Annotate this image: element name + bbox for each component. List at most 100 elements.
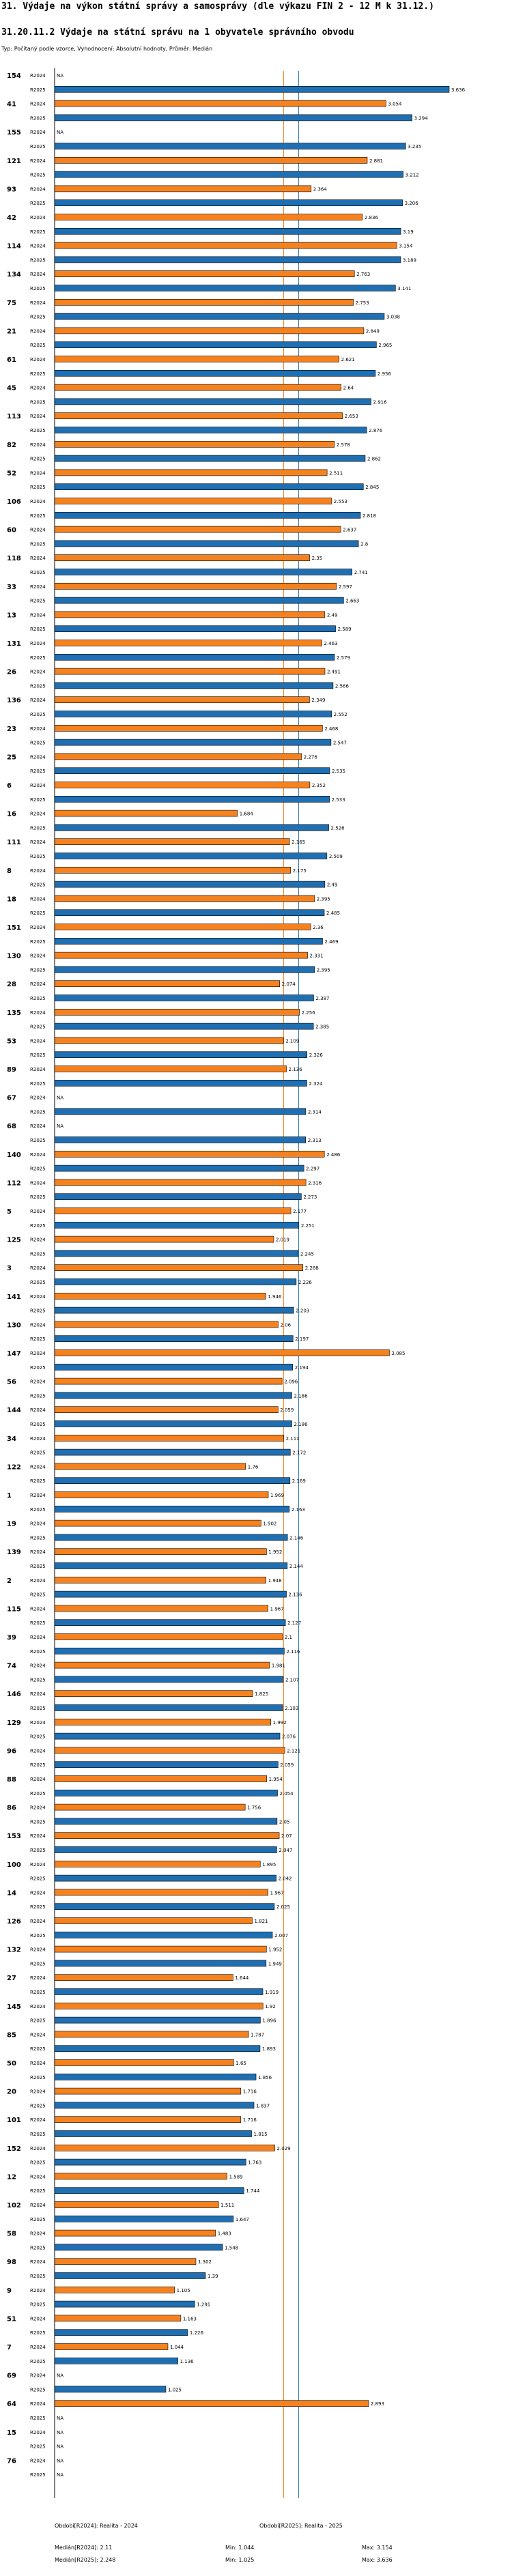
category-label: 67 <box>7 1095 16 1102</box>
series-label: R2024 <box>30 2146 46 2151</box>
category-label: 106 <box>7 498 21 506</box>
value-label: 1.163 <box>183 2316 197 2321</box>
value-label: 2.64 <box>343 386 354 391</box>
value-label: 2.916 <box>373 399 388 405</box>
series-label: R2024 <box>30 1833 46 1839</box>
category-label: 53 <box>7 1037 16 1045</box>
value-label: 1.511 <box>221 2203 234 2208</box>
bar-r2024 <box>54 1235 274 1243</box>
category-label: 122 <box>7 1463 21 1471</box>
value-label: 1.967 <box>270 1890 284 1895</box>
value-label: 2.597 <box>339 584 352 590</box>
bar-r2024 <box>54 1747 285 1754</box>
value-label: 1.716 <box>243 2089 257 2095</box>
bar-r2024 <box>54 1009 300 1016</box>
value-label: 2.297 <box>306 1167 319 1172</box>
value-label: 1.105 <box>177 2288 190 2293</box>
bar-r2025 <box>54 171 403 178</box>
value-label: 1.39 <box>208 2274 218 2279</box>
bar-r2025 <box>54 1506 290 1513</box>
series-label: R2025 <box>30 2359 46 2364</box>
series-label: R2025 <box>30 1109 46 1115</box>
series-label: R2025 <box>30 1138 46 1143</box>
category-label: 82 <box>7 442 16 449</box>
series-label: R2025 <box>30 2075 46 2080</box>
series-label: R2024 <box>30 470 46 476</box>
category-label: 6 <box>7 782 12 790</box>
series-label: R2024 <box>30 414 46 419</box>
value-label: 2.349 <box>311 698 325 703</box>
series-label: R2024 <box>30 868 46 874</box>
value-label: 2.186 <box>294 1422 308 1427</box>
value-label: 2.177 <box>293 1209 307 1214</box>
series-label: R2025 <box>30 343 46 348</box>
category-label: 56 <box>7 1379 16 1386</box>
value-label: 2.1 <box>285 1635 292 1640</box>
series-label: R2024 <box>30 1265 46 1271</box>
bar-r2025 <box>54 114 412 121</box>
series-label: R2025 <box>30 1904 46 1910</box>
value-label: 2.107 <box>285 1677 299 1683</box>
category-label: 19 <box>7 1521 16 1528</box>
bar-r2024 <box>54 838 290 845</box>
series-label: R2025 <box>30 144 46 149</box>
series-label: R2024 <box>30 1209 46 1214</box>
value-label: 3.189 <box>403 257 416 263</box>
category-label: 16 <box>7 811 16 818</box>
series-label: R2024 <box>30 954 46 959</box>
value-label: 2.019 <box>276 1237 289 1243</box>
series-label: R2025 <box>30 2245 46 2250</box>
bar-r2025 <box>54 1704 283 1711</box>
value-label: 2.256 <box>302 1010 316 1016</box>
category-label: 114 <box>7 243 21 251</box>
bar-r2024 <box>54 1151 325 1158</box>
bar-r2024 <box>54 412 343 420</box>
value-label: 1.548 <box>225 2245 238 2250</box>
series-label: R2025 <box>30 257 46 263</box>
value-label: 1.895 <box>262 1862 276 1867</box>
series-label: R2024 <box>30 840 46 845</box>
bar-r2024 <box>54 1377 283 1385</box>
series-label: R2024 <box>30 2174 46 2179</box>
series-label: R2024 <box>30 1919 46 1924</box>
value-label: 2.06 <box>280 1322 291 1328</box>
category-label: 113 <box>7 413 21 420</box>
category-label: 74 <box>7 1663 16 1670</box>
value-label: 2.364 <box>313 186 328 192</box>
bar-r2024 <box>54 2003 264 2009</box>
series-label: R2025 <box>30 286 46 291</box>
series-label: R2024 <box>30 215 46 220</box>
bar-r2024 <box>54 2116 242 2123</box>
bar-r2025 <box>54 2272 206 2279</box>
category-label: 8 <box>7 868 12 875</box>
na-label: NA <box>57 2373 63 2379</box>
series-label: R2024 <box>30 1464 46 1470</box>
footer-period-2024: Období[R2024]: Realita - 2024 <box>55 2523 138 2529</box>
bar-r2024 <box>54 1945 267 1953</box>
series-label: R2025 <box>30 1308 46 1314</box>
category-label: 5 <box>7 1208 12 1216</box>
bar-r2025 <box>54 1448 291 1456</box>
bar-r2025 <box>54 739 332 746</box>
bar-r2024 <box>54 1463 246 1470</box>
category-label: 58 <box>7 2231 16 2238</box>
category-label: 39 <box>7 1634 16 1642</box>
value-label: 2.862 <box>367 457 381 462</box>
value-label: 3.038 <box>386 315 400 320</box>
series-label: R2024 <box>30 783 46 788</box>
value-label: 2.186 <box>294 1393 308 1399</box>
bar-r2024 <box>54 440 335 448</box>
bar-r2025 <box>54 711 332 717</box>
series-label: R2025 <box>30 1564 46 1569</box>
series-label: R2024 <box>30 2373 46 2379</box>
series-label: R2025 <box>30 229 46 235</box>
series-label: R2025 <box>30 1592 46 1598</box>
series-label: R2024 <box>30 130 46 135</box>
value-label: 2.49 <box>327 612 338 618</box>
category-label: 23 <box>7 726 16 733</box>
value-label: 1.226 <box>190 2330 204 2336</box>
series-label: R2024 <box>30 1578 46 1584</box>
bar-r2024 <box>54 157 368 164</box>
value-label: 1.946 <box>268 1294 282 1300</box>
category-label: 115 <box>7 1605 21 1613</box>
